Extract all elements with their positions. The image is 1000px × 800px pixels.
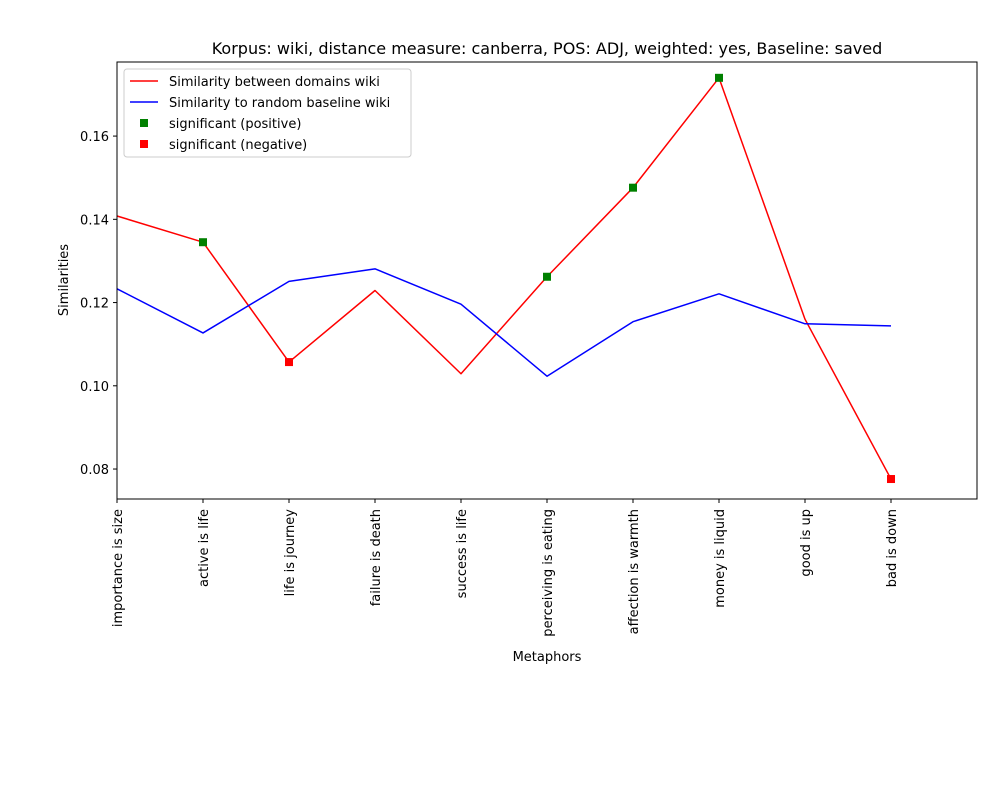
x-tick-label: bad is down [885,509,900,587]
series-line-1 [116,77,892,480]
y-tick-label: 0.16 [80,130,109,145]
y-tick-label: 0.08 [80,463,109,478]
x-tick-label: active is life [197,509,212,587]
chart-title: Korpus: wiki, distance measure: canberra… [212,39,883,58]
marker-negative-1 [285,358,293,367]
legend-label: significant (negative) [169,138,307,153]
y-tick-label: 0.12 [80,297,109,312]
x-tick-label: life is journey [283,509,298,597]
marker-negative-2 [887,475,895,484]
legend-label: Similarity to random baseline wiki [169,96,390,111]
x-tick-label: money is liquid [713,509,728,608]
x-tick-label: perceiving is eating [541,509,556,637]
legend-label: significant (positive) [169,117,301,132]
y-axis: 0.08 0.10 0.12 0.14 0.16 [80,130,117,478]
marker-positive-4 [715,73,723,82]
y-axis-label: Similarities [57,244,72,316]
legend-label: Similarity between domains wiki [169,75,380,90]
marker-positive-1 [199,238,207,247]
x-tick-label: importance is size [111,509,126,627]
x-tick-label: success is life [455,509,470,598]
legend-box [123,68,412,158]
legend: Similarity between domains wiki Similarit… [123,68,412,158]
y-tick-label: 0.10 [80,380,109,395]
marker-positive-2 [543,272,551,281]
series-line-2 [116,268,892,377]
x-tick-label: failure is death [369,509,384,606]
x-tick-label: affection is warmth [627,509,642,634]
x-axis: importance is size active is life life is … [111,499,900,637]
x-axis-label: Metaphors [513,650,582,665]
y-tick-label: 0.14 [80,213,109,228]
legend-marker-swatch [140,140,148,148]
marker-positive-3 [629,183,637,192]
legend-marker-swatch [140,119,148,127]
x-tick-label: good is up [799,509,814,577]
